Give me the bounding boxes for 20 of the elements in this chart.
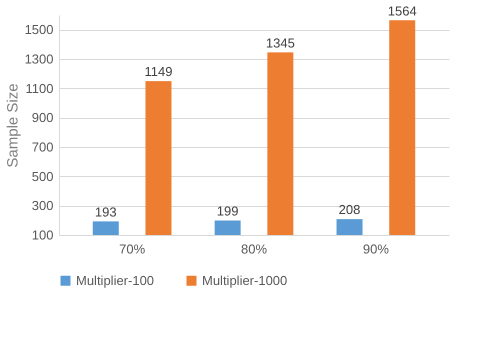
x-tick-label: 90% <box>362 242 390 256</box>
data-label: 193 <box>94 204 117 220</box>
legend-label: Multiplier-1000 <box>202 272 288 288</box>
y-tick-label: 1500 <box>24 22 54 38</box>
y-tick-label: 500 <box>32 168 54 184</box>
y-tick-label: 900 <box>32 110 54 126</box>
y-tick-label: 1300 <box>24 52 54 66</box>
y-tick-label: 700 <box>32 140 54 154</box>
legend-label: Multiplier-100 <box>76 272 154 288</box>
y-tick-label: 300 <box>32 198 54 214</box>
data-label: 1564 <box>388 3 417 18</box>
y-axis-title: Sample Size <box>4 83 22 168</box>
data-label: 1149 <box>144 64 172 80</box>
y-tick-label: 1100 <box>26 80 54 96</box>
data-label: 1345 <box>266 35 295 50</box>
data-label: 208 <box>338 202 360 218</box>
x-tick-label: 80% <box>240 242 268 256</box>
data-label: 199 <box>216 203 238 218</box>
x-tick-label: 70% <box>119 242 146 256</box>
y-tick-label: 100 <box>32 228 54 242</box>
